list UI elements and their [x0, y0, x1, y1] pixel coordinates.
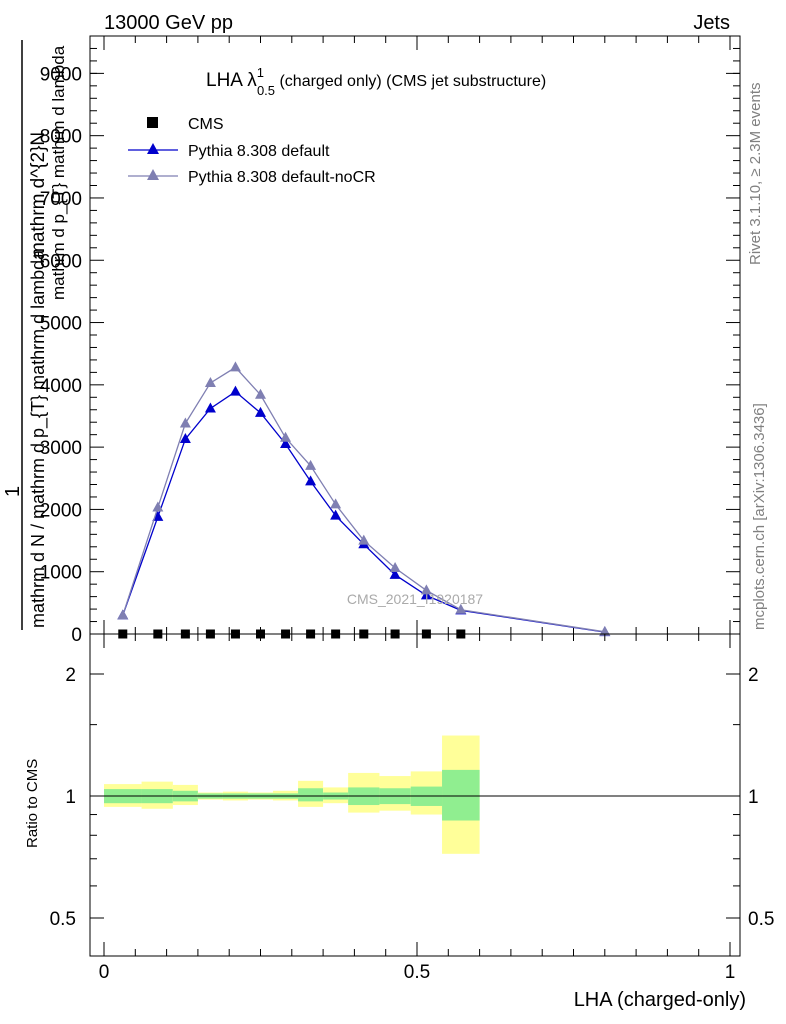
main-panel: 0 1000 2000 3000 4000 5000 6000 7000 8000 9000 CM…	[2, 35, 741, 646]
nocr-series-point	[330, 498, 342, 509]
ratio-bands	[104, 735, 480, 854]
default-series-point	[229, 385, 241, 396]
main-y-tick-label: 0	[71, 625, 82, 646]
ratio-y-tick-label: 2	[65, 665, 76, 686]
nocr-series-point	[152, 501, 164, 512]
main-title-rest: (charged only) (CMS jet substructure)	[275, 73, 546, 90]
main-y-tick-label: 2000	[40, 500, 82, 521]
legend-nocr-marker	[147, 169, 159, 180]
default-series-point	[152, 510, 164, 521]
y-label-numerator-denominator: mathrm d p_{T} mathrm d lambda	[49, 45, 68, 300]
main-y-tick-label: 4000	[40, 376, 82, 397]
rivet-version-label: Rivet 3.1.10, ≥ 2.3M events	[747, 83, 764, 266]
legend-cms-label: CMS	[188, 116, 224, 133]
header-energy-label: 13000 GeV pp	[104, 12, 233, 34]
legend-cms-marker	[147, 117, 158, 128]
ratio-panel-ticks: 0.5 0.5 1 1 2 2 0 0.5 1	[50, 634, 774, 983]
ratio-y-tick-label: 1	[65, 787, 76, 808]
default-series-point	[179, 433, 191, 444]
nocr-series-point	[204, 376, 216, 387]
nocr-series-point	[420, 584, 432, 595]
ratio-y-tick-label: 0.5	[50, 909, 76, 930]
nocr-series-point	[599, 625, 611, 636]
nocr-series-point	[280, 431, 292, 442]
default-series-point	[255, 406, 266, 417]
analysis-watermark: CMS_2021_I1920187	[347, 591, 483, 607]
nocr-series-point	[455, 603, 467, 614]
nocr-series-point	[229, 361, 241, 372]
y-label-one: 1	[2, 486, 24, 497]
y-label-numerator: mathrm d^{2}N	[28, 132, 49, 258]
default-series-point	[204, 402, 216, 413]
nocr-series-point	[358, 534, 370, 545]
default-series-point	[280, 438, 292, 449]
ratio-y-tick-label-right: 2	[748, 665, 759, 686]
main-title-base: LHA λ	[206, 70, 257, 91]
main-y-tick-label: 5000	[40, 314, 82, 335]
main-panel-ticks: 0 1000 2000 3000 4000 5000 6000 7000 8000 9000	[40, 36, 740, 646]
default-series-line	[122, 390, 605, 633]
x-tick-label: 1	[725, 962, 736, 983]
default-series-point	[305, 475, 317, 486]
main-y-tick-label: 9000	[40, 64, 82, 85]
main-title-sup: 1	[257, 65, 264, 80]
nocr-series-point	[255, 388, 266, 399]
main-y-tick-label: 8000	[40, 127, 82, 148]
ratio-y-tick-label-right: 1	[748, 787, 759, 808]
main-y-tick-label: 6000	[40, 251, 82, 272]
main-title-sub: 0.5	[257, 83, 275, 98]
header-process-label: Jets	[693, 12, 730, 34]
nocr-series-line	[122, 366, 605, 633]
main-y-tick-label: 7000	[40, 189, 82, 210]
ratio-inner-band-bin	[298, 788, 324, 802]
x-tick-label: 0.5	[404, 962, 430, 983]
legend: CMS Pythia 8.308 default Pythia 8.308 de…	[128, 116, 376, 186]
legend-default-label: Pythia 8.308 default	[188, 143, 330, 160]
default-series-point	[330, 509, 342, 520]
legend-default-marker	[147, 143, 159, 154]
nocr-series-point	[305, 459, 317, 470]
x-axis-label: LHA (charged-only)	[574, 989, 746, 1011]
main-y-tick-label: 1000	[40, 563, 82, 584]
ratio-panel: 0.5 0.5 1 1 2 2 0 0.5 1 Ratio to CMS LHA (charge…	[24, 633, 774, 1011]
ratio-inner-band-bin	[442, 769, 480, 821]
ratio-panel-frame	[89, 633, 741, 957]
y-label-denominator: mathrm d N / mathrm d p_{T} mathrm d lam…	[28, 249, 49, 628]
mcplots-credit-label: mcplots.cern.ch [arXiv:1306.3436]	[751, 403, 768, 630]
main-title: LHA λ1 0.5 (charged only) (CMS jet substr…	[206, 65, 546, 98]
nocr-series-point	[179, 417, 191, 428]
main-y-tick-label: 3000	[40, 438, 82, 459]
ratio-y-axis-label: Ratio to CMS	[24, 759, 41, 848]
x-tick-label: 0	[99, 962, 110, 983]
nocr-series-point	[117, 609, 129, 620]
main-y-axis-label: mathrm d^{2}N mathrm d p_{T} mathrm d la…	[2, 40, 68, 630]
default-series-point	[389, 568, 401, 579]
nocr-series-point	[389, 561, 401, 572]
legend-nocr-label: Pythia 8.308 default-noCR	[188, 169, 376, 186]
ratio-y-tick-label-right: 0.5	[748, 909, 774, 930]
